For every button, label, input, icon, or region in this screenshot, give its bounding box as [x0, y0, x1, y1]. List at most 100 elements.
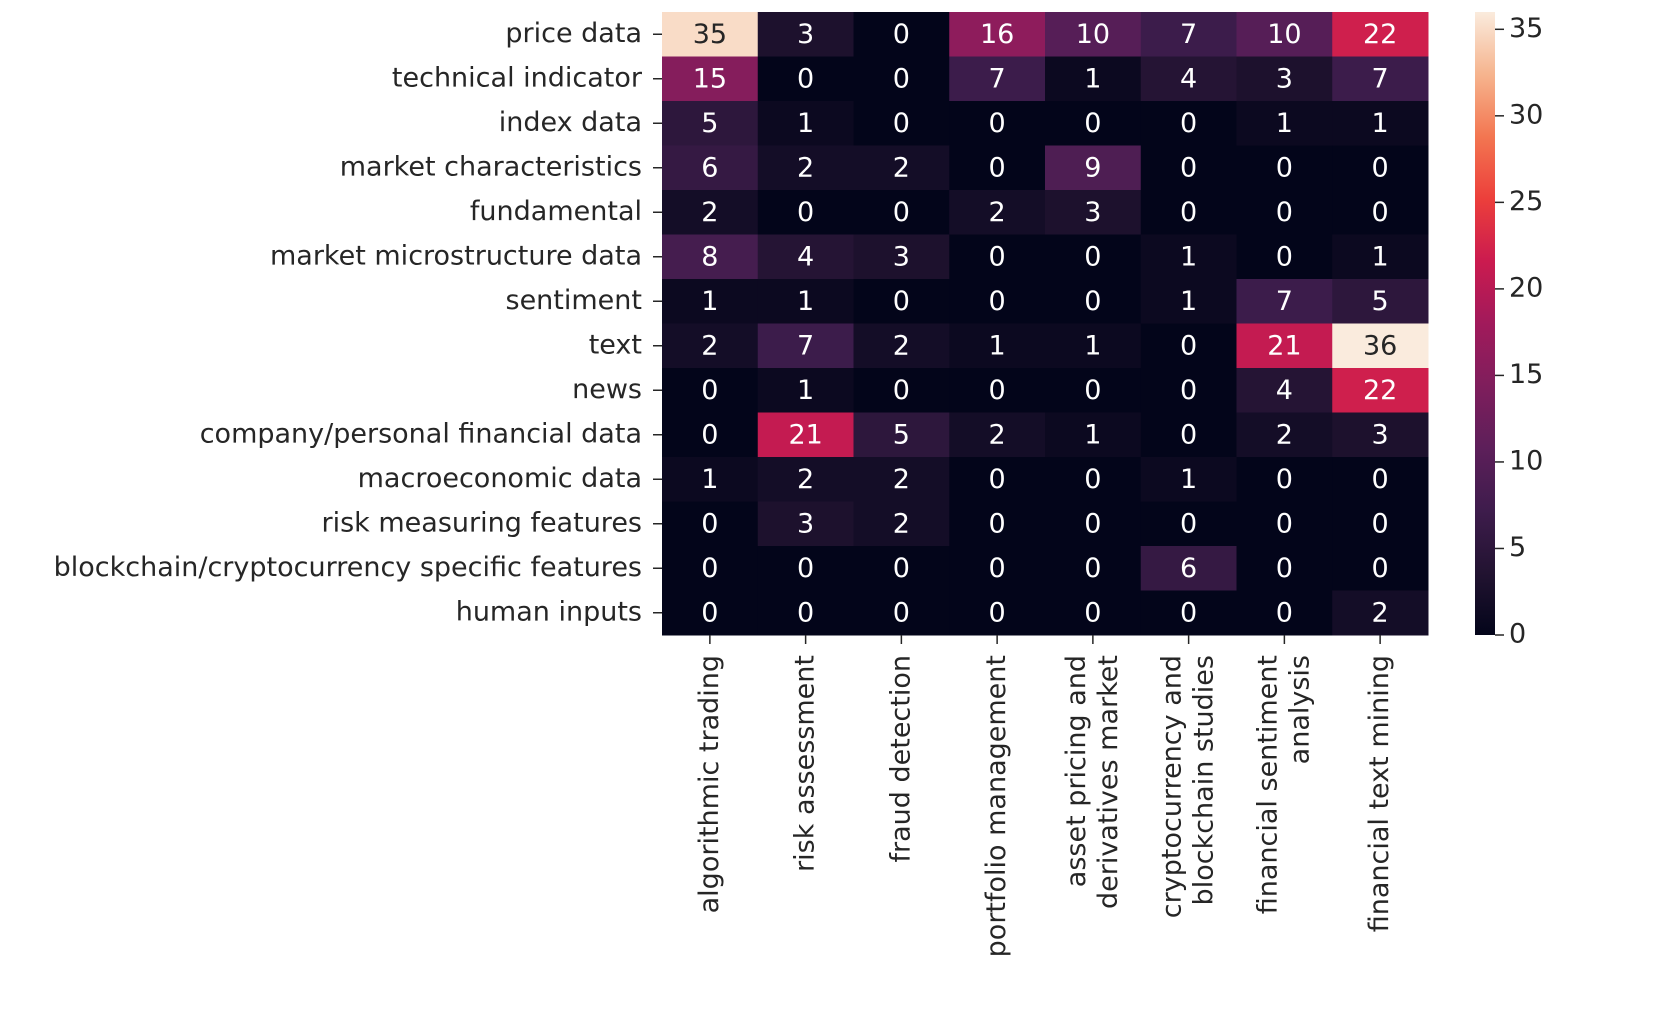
heatmap-cell: [1140, 501, 1237, 547]
heatmap-cell: [757, 323, 854, 369]
heatmap-cell: [1332, 412, 1429, 458]
cell-label: 0: [1276, 241, 1293, 272]
cell-label: 0: [1372, 508, 1389, 539]
cell-label: 0: [701, 375, 718, 406]
heatmap-cell: [1045, 56, 1142, 102]
heatmap-cell: [949, 56, 1046, 102]
x-tick-label: fraud detection: [885, 655, 916, 863]
heatmap-cell: [662, 234, 759, 280]
colorbar-tick-label: 15: [1509, 359, 1543, 390]
cell-label: 0: [1084, 597, 1101, 628]
cell-label: 0: [797, 197, 814, 228]
heatmap-cell: [1236, 101, 1333, 146]
cell-label: 0: [1084, 508, 1101, 539]
cell-label: 0: [1084, 464, 1101, 495]
heatmap-cell: [1045, 546, 1142, 591]
heatmap-cell: [1045, 145, 1142, 191]
heatmap-cell: [757, 590, 854, 636]
heatmap-cell: [662, 590, 759, 636]
cell-label: 0: [1372, 197, 1389, 228]
heatmap-cell: [1045, 457, 1142, 502]
heatmap-cell: [853, 368, 950, 413]
heatmap-cell: [1045, 190, 1142, 235]
y-tick-label: market microstructure data: [270, 240, 642, 271]
cell-label: 2: [989, 197, 1006, 228]
heatmap-cell: [1045, 323, 1142, 369]
heatmap-cell: [662, 368, 759, 413]
colorbar-tick-label: 25: [1509, 186, 1543, 217]
heatmap-cell: [1236, 190, 1333, 235]
cell-label: 0: [893, 597, 910, 628]
cell-label: 0: [989, 108, 1006, 139]
heatmap-cell: [1236, 457, 1333, 502]
heatmap-cell: [1236, 546, 1333, 591]
heatmap-cell: [1332, 457, 1429, 502]
cell-label: 1: [1084, 419, 1101, 450]
y-tick-label: news: [572, 374, 642, 405]
cell-label: 7: [1180, 19, 1197, 50]
cell-label: 2: [989, 419, 1006, 450]
cell-label: 5: [701, 108, 718, 139]
cell-label: 0: [1276, 508, 1293, 539]
cell-label: 2: [1372, 597, 1389, 628]
heatmap-cell: [757, 56, 854, 102]
heatmap-cell: [853, 323, 950, 369]
heatmap-cell: [757, 234, 854, 280]
y-tick-label: market characteristics: [340, 151, 642, 182]
cell-label: 1: [1372, 241, 1389, 272]
y-tick-label: blockchain/cryptocurrency specific featu…: [54, 552, 642, 583]
heatmap-cell: [757, 190, 854, 235]
heatmap-cell: [1140, 234, 1237, 280]
cell-label: 4: [797, 241, 814, 272]
cell-label: 6: [701, 152, 718, 183]
cell-label: 35: [693, 19, 727, 50]
heatmap-cell: [662, 457, 759, 502]
heatmap-cell: [853, 546, 950, 591]
heatmap-cell: [1332, 546, 1429, 591]
y-tick-label: fundamental: [470, 196, 642, 227]
cell-label: 0: [989, 286, 1006, 317]
x-tick-label: financial text mining: [1364, 655, 1395, 932]
cell-label: 0: [797, 553, 814, 584]
heatmap-cell: [662, 412, 759, 458]
heatmap-cell: [1140, 590, 1237, 636]
cell-label: 1: [701, 464, 718, 495]
heatmap-cell: [1045, 368, 1142, 413]
heatmap-cell: [853, 457, 950, 502]
cell-label: 5: [1372, 286, 1389, 317]
heatmap-cell: [949, 501, 1046, 547]
colorbar-tick-label: 5: [1509, 532, 1526, 563]
cell-label: 3: [1372, 419, 1389, 450]
cell-label: 3: [1276, 63, 1293, 94]
cell-label: 0: [989, 553, 1006, 584]
cell-label: 0: [1372, 464, 1389, 495]
heatmap-cell: [662, 279, 759, 324]
cell-label: 0: [989, 241, 1006, 272]
heatmap-cell: [853, 12, 950, 57]
heatmap-cell: [1332, 190, 1429, 235]
cell-label: 0: [1180, 152, 1197, 183]
y-tick-label: technical indicator: [392, 62, 643, 93]
cell-label: 5: [893, 419, 910, 450]
heatmap-cell: [1236, 56, 1333, 102]
cell-label: 21: [788, 419, 822, 450]
colorbar-tick-label: 0: [1509, 619, 1526, 650]
cell-label: 0: [893, 19, 910, 50]
cell-label: 1: [1276, 108, 1293, 139]
cell-label: 15: [693, 63, 727, 94]
heatmap-cell: [853, 590, 950, 636]
cell-label: 4: [1180, 63, 1197, 94]
heatmap-cell: [757, 457, 854, 502]
heatmap-cell: [757, 546, 854, 591]
cell-label: 1: [701, 286, 718, 317]
cell-label: 1: [797, 108, 814, 139]
heatmap-cell: [853, 279, 950, 324]
heatmap-cell: [949, 145, 1046, 191]
cell-label: 22: [1363, 19, 1397, 50]
heatmap-cell: [1236, 279, 1333, 324]
cell-label: 0: [701, 597, 718, 628]
cell-label: 1: [1180, 286, 1197, 317]
heatmap-cell: [949, 323, 1046, 369]
y-tick-label: human inputs: [456, 596, 642, 627]
